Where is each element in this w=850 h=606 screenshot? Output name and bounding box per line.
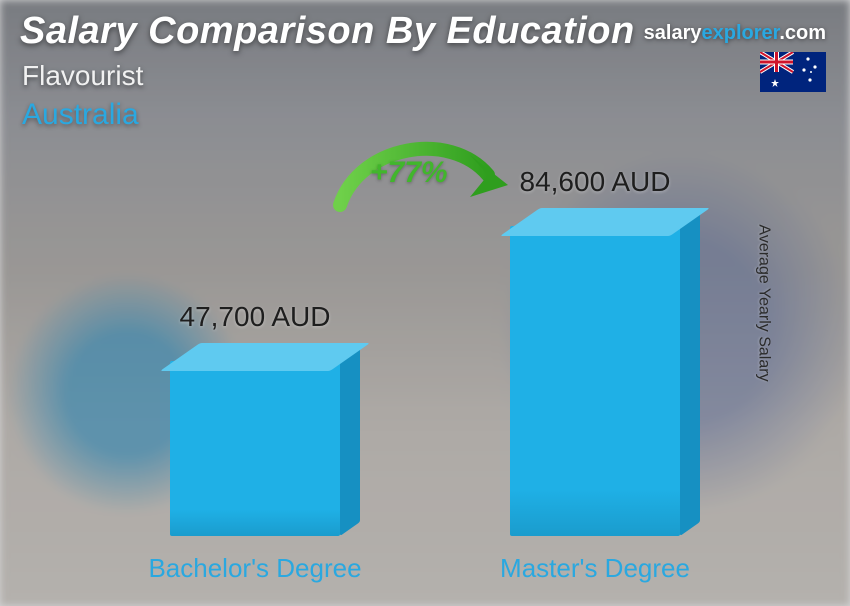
bar-front — [510, 226, 680, 536]
bar-side — [680, 212, 700, 536]
increase-percentage: +77% — [370, 156, 448, 190]
bar-side — [340, 347, 360, 536]
bar-0: 47,700 AUD — [170, 361, 340, 536]
bar-front — [170, 361, 340, 536]
bar-shape — [510, 226, 680, 536]
bar-value-label: 47,700 AUD — [105, 301, 405, 333]
page-title: Salary Comparison By Education — [20, 10, 635, 53]
infographic-root: Salary Comparison By Education Flavouris… — [0, 0, 850, 606]
bar-value-label: 84,600 AUD — [445, 166, 745, 198]
bar-1: 84,600 AUD — [510, 226, 680, 536]
job-title: Flavourist — [22, 60, 143, 92]
bar-shape — [170, 361, 340, 536]
australia-flag-icon — [760, 52, 826, 92]
brand-suffix: .com — [779, 22, 826, 44]
brand-logo-text: salaryexplorer.com — [644, 22, 826, 45]
bar-category-label: Master's Degree — [445, 553, 745, 584]
bar-chart: +77% 47,700 AUD 84,600 AUD Bachelor's Deg… — [0, 150, 850, 606]
brand-accent: explorer — [701, 22, 779, 44]
bar-category-label: Bachelor's Degree — [105, 553, 405, 584]
brand-prefix: salary — [644, 22, 702, 44]
country-label: Australia — [22, 98, 139, 132]
